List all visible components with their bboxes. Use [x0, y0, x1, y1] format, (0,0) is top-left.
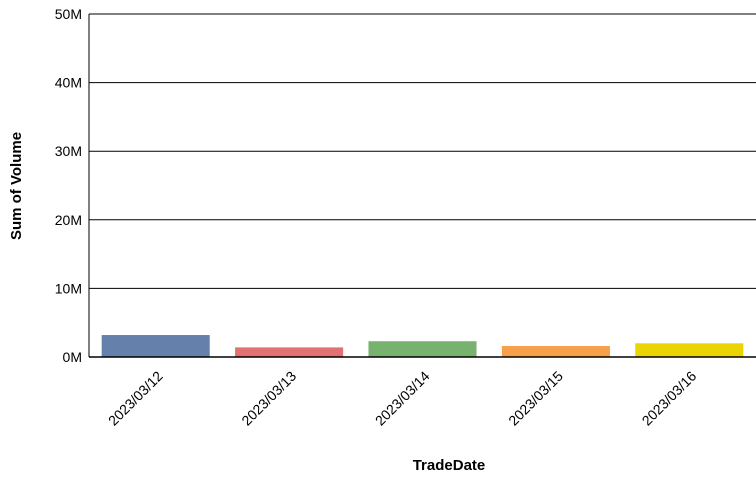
x-axis-title: TradeDate — [413, 457, 486, 474]
y-tick-label: 30M — [55, 143, 82, 159]
y-tick-label: 40M — [55, 75, 82, 91]
y-axis-title: Sum of Volume — [8, 132, 25, 240]
x-tick-label: 2023/03/13 — [238, 368, 299, 429]
bar-2023/03/13 — [235, 347, 344, 357]
x-tick-label: 2023/03/16 — [639, 368, 700, 429]
x-tick-label: 2023/03/14 — [372, 368, 433, 429]
y-tick-labels: 0M 10M 20M 30M 40M 50M — [55, 6, 82, 365]
y-tick-label: 0M — [63, 349, 82, 365]
bar-2023/03/16 — [635, 343, 744, 357]
bar-2023/03/12 — [101, 335, 210, 357]
y-tick-label: 50M — [55, 6, 82, 22]
bar-2023/03/14 — [368, 341, 477, 357]
y-tick-label: 10M — [55, 280, 82, 296]
bars — [101, 335, 744, 357]
x-tick-labels: 2023/03/12 2023/03/13 2023/03/14 2023/03/15… — [105, 368, 700, 429]
bar-2023/03/15 — [501, 346, 610, 357]
x-tick-label: 2023/03/12 — [105, 368, 166, 429]
grid-lines — [89, 13, 756, 289]
y-tick-label: 20M — [55, 212, 82, 228]
x-tick-label: 2023/03/15 — [505, 368, 566, 429]
